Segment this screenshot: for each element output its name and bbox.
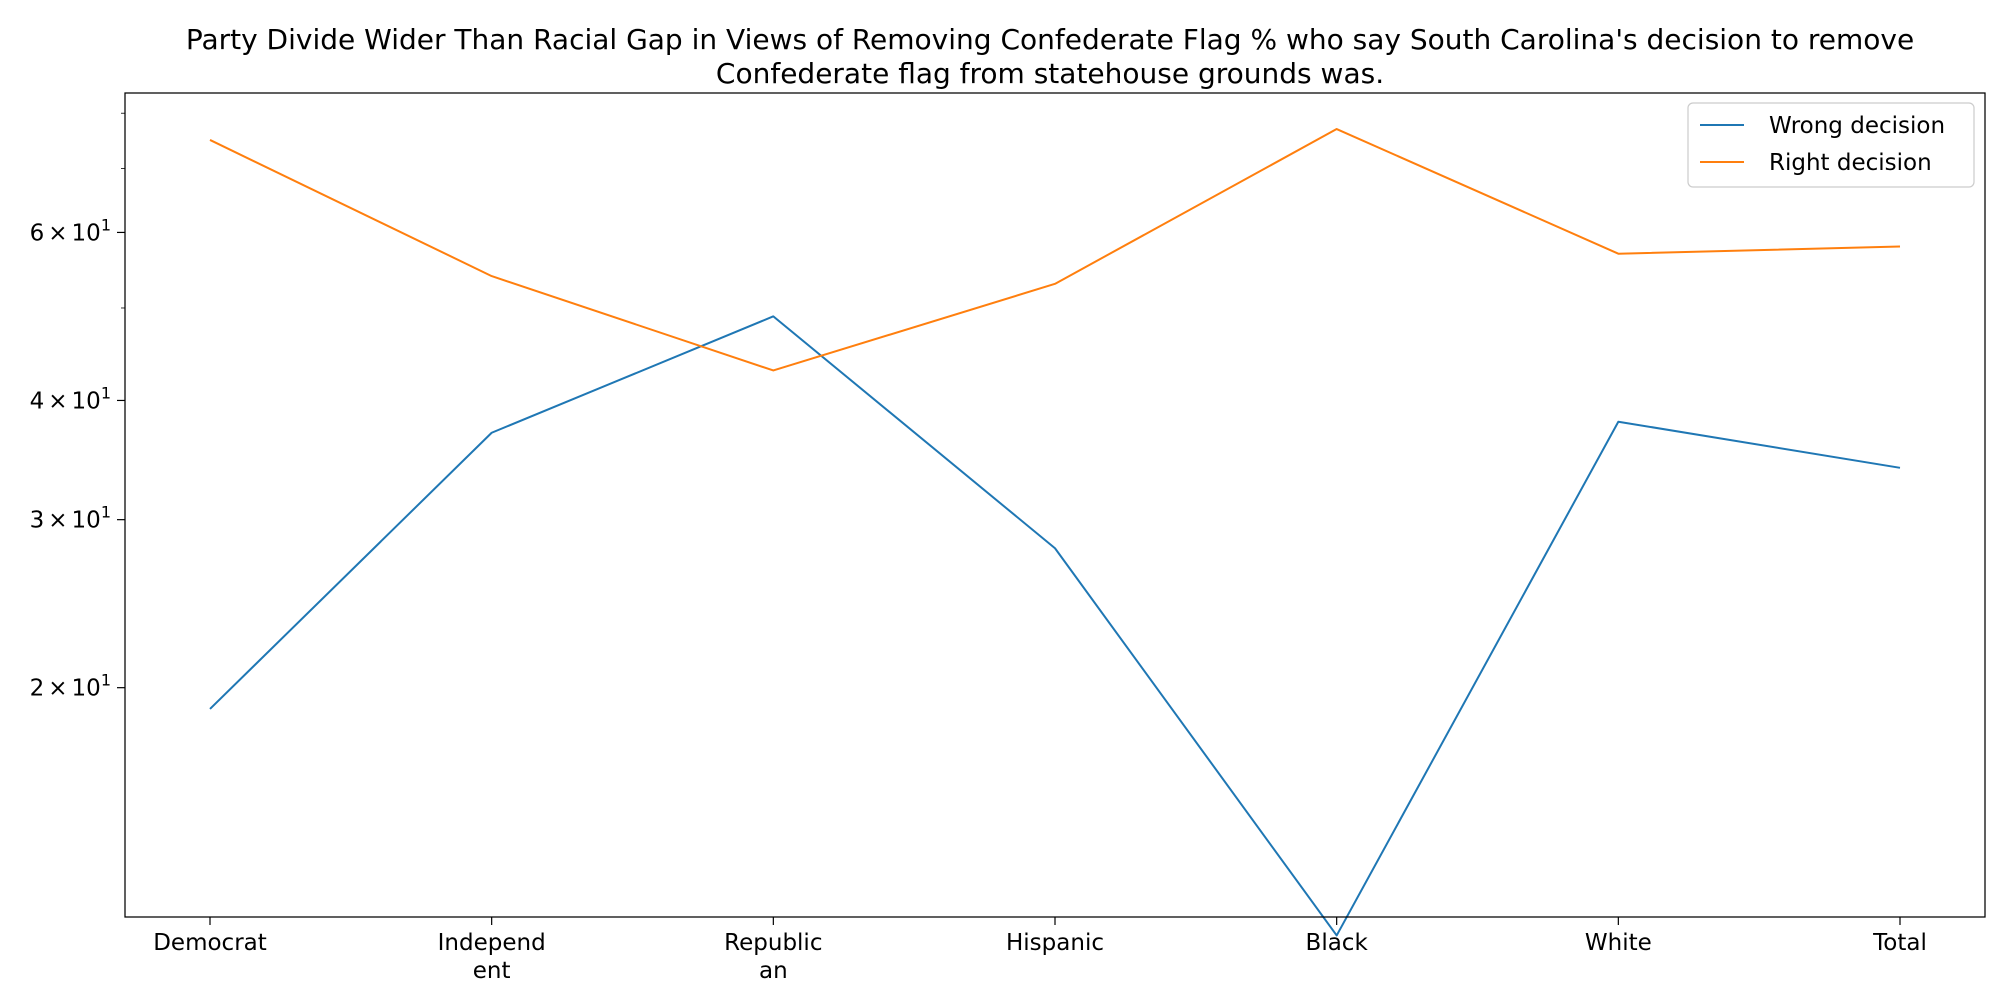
x-tick-label-1: ent xyxy=(473,958,511,984)
chart-title-line-1: Party Divide Wider Than Racial Gap in Vi… xyxy=(186,23,1914,56)
series-line-1 xyxy=(209,128,1901,372)
chart-title: Party Divide Wider Than Racial Gap in Vi… xyxy=(186,23,1914,90)
y-tick-label-times: × xyxy=(48,220,67,246)
x-tick-label-0: Democrat xyxy=(153,930,267,956)
x-tick-label-4: Black xyxy=(1306,930,1369,956)
y-tick-label-ten: 10 xyxy=(72,676,101,702)
y-tick-label-times: × xyxy=(48,388,67,414)
y-tick-label-base: 4 xyxy=(30,388,45,414)
series-line-0 xyxy=(209,315,1901,937)
y-tick-label-ten: 10 xyxy=(72,388,101,414)
y-tick-label-2: 4 × 101 xyxy=(30,383,111,414)
x-tick-label-5: White xyxy=(1585,930,1652,956)
y-tick-label-base: 6 xyxy=(30,220,45,246)
x-tick-label-1: Independ xyxy=(438,930,546,956)
y-tick-label-exponent: 1 xyxy=(101,383,111,402)
plot-area-frame xyxy=(124,92,1986,918)
legend-label-0: Wrong decision xyxy=(1769,113,1945,139)
y-tick-label-ten: 10 xyxy=(72,220,101,246)
y-tick-label-base: 2 xyxy=(30,676,45,702)
x-tick-label-2: an xyxy=(759,958,788,984)
y-tick-label-0: 2 × 101 xyxy=(30,671,111,702)
y-tick-label-1: 3 × 101 xyxy=(30,503,111,534)
y-tick-label-exponent: 1 xyxy=(101,503,111,522)
y-tick-label-times: × xyxy=(48,508,67,534)
legend: Wrong decision Right decision xyxy=(1687,102,1975,188)
y-tick-label-base: 3 xyxy=(30,508,45,534)
y-tick-label-exponent: 1 xyxy=(101,671,111,690)
y-tick-label-3: 6 × 101 xyxy=(30,215,111,246)
chart-title-line-2: Confederate flag from statehouse grounds… xyxy=(716,57,1384,90)
y-tick-label-ten: 10 xyxy=(72,508,101,534)
x-tick-label-3: Hispanic xyxy=(1006,930,1104,956)
y-tick-label-exponent: 1 xyxy=(101,215,111,234)
legend-label-1: Right decision xyxy=(1769,150,1932,176)
x-tick-label-6: Total xyxy=(1872,930,1927,956)
y-tick-label-times: × xyxy=(48,676,67,702)
series-layer xyxy=(209,128,1901,937)
legend-box xyxy=(1687,102,1975,188)
x-tick-label-2: Republic xyxy=(724,930,822,956)
